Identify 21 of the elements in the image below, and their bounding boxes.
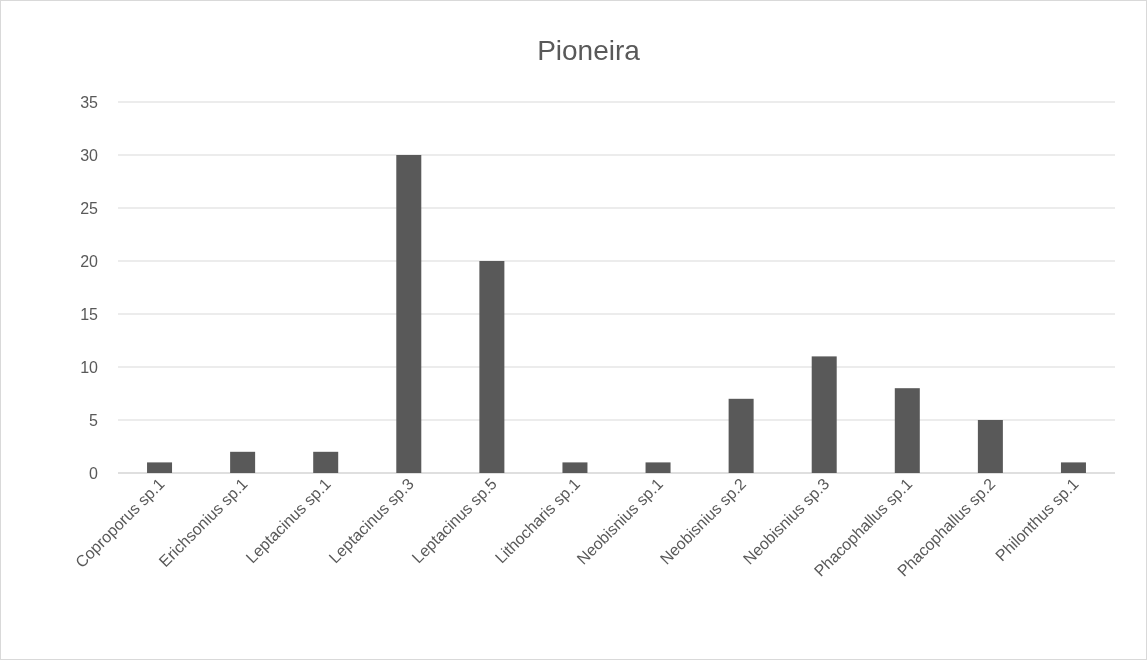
y-tick-label: 0 [89, 464, 99, 482]
y-tick-label: 30 [80, 146, 99, 164]
bar [645, 462, 671, 473]
bar [894, 388, 920, 473]
y-tick-label: 5 [89, 411, 99, 429]
bar [1060, 462, 1086, 473]
bar [396, 155, 422, 473]
bar [313, 451, 339, 473]
y-tick-label: 35 [80, 93, 99, 111]
bar [977, 420, 1003, 473]
bar [147, 462, 173, 473]
bar [562, 462, 588, 473]
y-tick-label: 10 [80, 358, 99, 376]
y-tick-label: 15 [80, 305, 99, 323]
bar [230, 451, 256, 473]
chart-title: Pioneira [537, 35, 641, 66]
y-tick-label: 25 [80, 199, 99, 217]
bar [811, 356, 837, 473]
bar [728, 398, 754, 473]
bar [479, 261, 505, 473]
y-tick-label: 20 [80, 252, 99, 270]
